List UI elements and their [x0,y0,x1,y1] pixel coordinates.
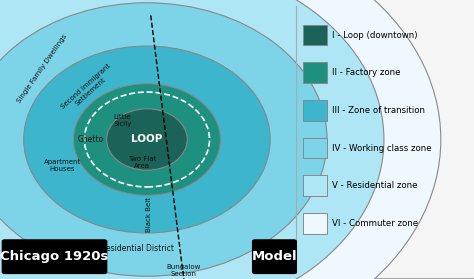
Text: Two Flat
Area: Two Flat Area [128,156,156,169]
Ellipse shape [0,0,384,279]
FancyBboxPatch shape [2,240,107,273]
Text: LOOP: LOOP [131,134,163,145]
Text: VI - Commuter zone: VI - Commuter zone [332,219,418,228]
Text: I - Loop (downtown): I - Loop (downtown) [332,31,417,40]
Text: III - Zone of transition: III - Zone of transition [332,106,425,115]
Ellipse shape [0,3,327,276]
Text: Second Immigrant
Settlement: Second Immigrant Settlement [60,63,116,116]
Text: Ghetto: Ghetto [78,135,104,144]
FancyBboxPatch shape [303,213,327,234]
FancyBboxPatch shape [303,100,327,121]
Text: II - Factory zone: II - Factory zone [332,68,401,77]
FancyBboxPatch shape [303,138,327,158]
Ellipse shape [107,109,187,170]
Text: Apartment
Houses: Apartment Houses [44,159,81,172]
Text: Chicago 1920s: Chicago 1920s [0,250,109,263]
FancyBboxPatch shape [303,25,327,45]
FancyBboxPatch shape [303,62,327,83]
Text: Bungalow
Section: Bungalow Section [167,264,201,277]
Ellipse shape [0,0,441,279]
FancyBboxPatch shape [303,175,327,196]
Text: V - Residential zone: V - Residential zone [332,181,417,190]
Ellipse shape [73,84,220,195]
FancyBboxPatch shape [253,240,296,273]
Text: Little
Sicily: Little Sicily [113,114,131,127]
Text: Black Belt: Black Belt [146,197,152,232]
Ellipse shape [24,46,270,233]
Text: Residential District: Residential District [101,244,174,253]
Text: IV - Working class zone: IV - Working class zone [332,144,431,153]
Text: Single Family Dwellings: Single Family Dwellings [16,33,68,104]
Text: Model: Model [252,250,297,263]
